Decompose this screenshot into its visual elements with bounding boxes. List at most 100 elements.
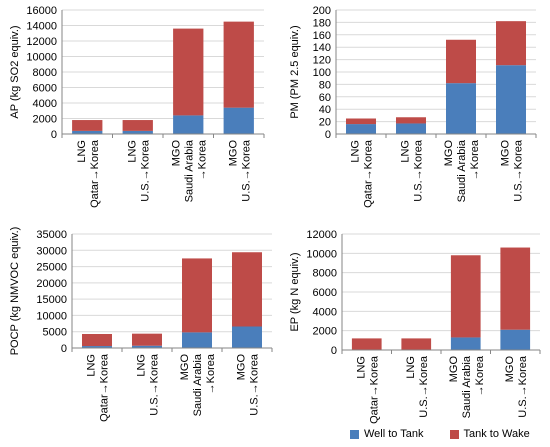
category-label: U.S.→Korea (240, 139, 252, 202)
bar-well-to-tank (232, 326, 262, 348)
y-tick-label: 20 (319, 117, 331, 129)
y-tick-label: 25000 (36, 262, 67, 274)
y-tick-label: 12000 (306, 229, 337, 241)
y-tick-label: 5000 (43, 327, 67, 339)
y-tick-label: 180 (313, 17, 331, 29)
bar-tank-to-wake (122, 120, 153, 131)
y-axis-label: POCP (kg NMVOC equiv.) (9, 227, 21, 356)
category-label: →Korea (469, 139, 481, 180)
y-tick-label: 15000 (36, 294, 67, 306)
y-tick-label: 6000 (313, 287, 337, 299)
bar-well-to-tank (396, 123, 426, 134)
category-label: U.S.→Korea (513, 139, 525, 202)
bar-tank-to-wake (396, 117, 426, 124)
bar-well-to-tank (446, 83, 476, 134)
category-label: Saudi Arabia (183, 139, 195, 202)
y-tick-label: 40 (319, 104, 331, 116)
y-tick-label: 0 (61, 343, 67, 355)
category-label: Saudi Arabia (456, 139, 468, 202)
bar-tank-to-wake (232, 252, 262, 327)
category-label: U.S.→Korea (413, 139, 425, 202)
category-label: LNG (350, 140, 362, 163)
bar-well-to-tank (450, 337, 481, 350)
y-tick-label: 6000 (33, 83, 57, 95)
category-label: LNG (136, 354, 148, 377)
bar-tank-to-wake (351, 338, 382, 350)
legend-label-tank-to-wake: Tank to Wake (463, 428, 530, 440)
category-label: →Korea (205, 353, 217, 394)
bar-tank-to-wake (223, 21, 254, 108)
y-tick-label: 200 (313, 5, 331, 17)
category-label: →Korea (474, 355, 486, 396)
bar-tank-to-wake (496, 21, 526, 66)
y-tick-label: 160 (313, 30, 331, 42)
bar-tank-to-wake (346, 118, 376, 125)
y-tick-label: 2000 (313, 326, 337, 338)
y-tick-label: 10000 (36, 310, 67, 322)
category-label: MGO (448, 356, 460, 383)
bar-tank-to-wake (82, 333, 112, 347)
bar-well-to-tank (122, 130, 153, 134)
y-tick-label: 4000 (33, 98, 57, 110)
legend-swatch-well-to-tank (350, 429, 359, 439)
y-tick-label: 10000 (26, 52, 57, 64)
legend-swatch-tank-to-wake (449, 429, 459, 439)
y-tick-label: 8000 (33, 67, 57, 79)
bar-well-to-tank (72, 130, 103, 134)
category-label: U.S.→Korea (517, 355, 529, 418)
y-tick-label: 30000 (36, 245, 67, 257)
bar-well-to-tank (223, 107, 254, 134)
category-label: U.S.→Korea (418, 355, 430, 418)
y-tick-label: 12000 (26, 36, 57, 48)
chart-panel-3: 0 5000 10000 15000 20000 25000 30000 35000 POCP … (9, 227, 273, 422)
bar-tank-to-wake (182, 258, 212, 333)
y-tick-label: 10000 (306, 248, 337, 260)
category-label: Qatar→Korea (363, 139, 375, 208)
category-label: LNG (405, 356, 417, 379)
category-label: LNG (355, 356, 367, 379)
category-label: MGO (504, 356, 516, 383)
y-tick-label: 8000 (313, 268, 337, 280)
category-label: LNG (76, 140, 88, 163)
category-label: U.S.→Korea (249, 353, 261, 416)
category-label: MGO (236, 354, 248, 381)
y-tick-label: 0 (331, 345, 337, 357)
y-tick-label: 0 (325, 129, 331, 141)
bar-well-to-tank (496, 65, 526, 134)
category-label: MGO (227, 140, 239, 167)
bar-well-to-tank (500, 329, 531, 350)
y-tick-label: 16000 (26, 5, 57, 17)
y-axis-label: AP (kg SO2 equiv.) (9, 25, 21, 118)
y-tick-label: 80 (319, 79, 331, 91)
y-tick-label: 60 (319, 92, 331, 104)
category-label: MGO (500, 140, 512, 167)
bar-well-to-tank (182, 332, 212, 348)
category-label: U.S.→Korea (139, 139, 151, 202)
bar-well-to-tank (132, 345, 162, 348)
category-label: Saudi Arabia (192, 353, 204, 416)
category-label: Qatar→Korea (368, 355, 380, 424)
legend-label-well-to-tank: Well to Tank (364, 428, 424, 440)
y-tick-label: 35000 (36, 229, 67, 241)
y-tick-label: 14000 (26, 21, 57, 33)
y-tick-label: 2000 (33, 114, 57, 126)
category-label: U.S.→Korea (149, 353, 161, 416)
bar-tank-to-wake (173, 28, 204, 116)
y-axis-label: EP (kg N equiv.) (289, 252, 301, 331)
bar-tank-to-wake (450, 255, 481, 338)
category-label: MGO (179, 354, 191, 381)
y-axis-label: PM (PM 2.5 equiv.) (289, 25, 301, 118)
category-label: LNG (400, 140, 412, 163)
category-label: LNG (86, 354, 98, 377)
chart-panel-1: 0 2000 4000 6000 8000 10000 12000 14000 16000 AP … (9, 5, 265, 208)
chart-panel-4: 0 2000 4000 6000 8000 10000 12000 EP (kg N equi… (289, 229, 541, 424)
y-tick-label: 120 (313, 55, 331, 67)
y-tick-label: 100 (313, 67, 331, 79)
bar-well-to-tank (82, 346, 112, 348)
legend: Well to Tank Tank to Wake (350, 428, 530, 440)
bar-tank-to-wake (401, 338, 432, 350)
category-label: →Korea (196, 139, 208, 180)
bar-tank-to-wake (446, 39, 476, 84)
